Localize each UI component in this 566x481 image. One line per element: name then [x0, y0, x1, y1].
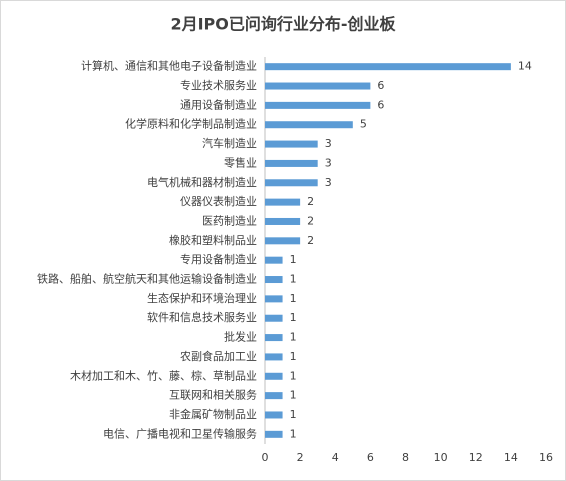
bar	[265, 121, 353, 129]
chart-title: 2月IPO已问询行业分布-创业板	[170, 15, 396, 34]
data-label: 1	[290, 253, 297, 266]
x-tick-label: 4	[332, 451, 339, 464]
bar	[265, 237, 301, 245]
data-label: 2	[307, 214, 314, 227]
y-tick-label: 生态保护和环境治理业	[147, 291, 257, 305]
bar	[265, 217, 301, 225]
bar	[265, 430, 283, 438]
data-label: 3	[325, 137, 332, 150]
y-tick-label: 铁路、船舶、航空航天和其他运输设备制造业	[37, 272, 257, 286]
bar	[265, 256, 283, 264]
data-label: 2	[307, 234, 314, 247]
y-tick-label: 计算机、通信和其他电子设备制造业	[81, 59, 257, 73]
data-label: 14	[518, 60, 532, 73]
bar	[265, 140, 318, 148]
bar	[265, 314, 283, 322]
bar	[265, 159, 318, 167]
data-label: 1	[290, 427, 297, 440]
data-label: 1	[290, 331, 297, 344]
y-tick-label: 木材加工和木、竹、藤、棕、草制品业	[70, 368, 257, 382]
x-tick-label: 14	[504, 451, 518, 464]
y-tick-label: 零售业	[224, 155, 257, 169]
x-tick-label: 8	[402, 451, 409, 464]
data-label: 1	[290, 273, 297, 286]
bar	[265, 411, 283, 419]
data-label: 1	[290, 350, 297, 363]
x-tick-label: 2	[297, 451, 304, 464]
y-tick-label: 互联网和相关服务	[169, 388, 257, 402]
data-label: 1	[290, 369, 297, 382]
bar	[265, 295, 283, 303]
data-label: 6	[377, 98, 384, 111]
x-tick-label: 16	[539, 451, 553, 464]
data-label: 3	[325, 176, 332, 189]
y-tick-label: 医药制造业	[202, 213, 257, 227]
y-tick-label: 农副食品加工业	[180, 349, 257, 363]
data-label: 1	[290, 292, 297, 305]
y-tick-label: 批发业	[224, 330, 257, 344]
y-tick-label: 汽车制造业	[202, 136, 257, 150]
bar	[265, 334, 283, 342]
y-tick-label: 电气机械和器材制造业	[147, 175, 257, 189]
data-label: 2	[307, 195, 314, 208]
y-tick-label: 专业技术服务业	[180, 78, 257, 92]
y-tick-label: 橡胶和塑料制品业	[169, 233, 257, 247]
y-tick-label: 软件和信息技术服务业	[147, 310, 257, 324]
data-label: 3	[325, 156, 332, 169]
data-label: 1	[290, 311, 297, 324]
bar	[265, 63, 511, 71]
y-tick-label: 非金属矿物制品业	[169, 407, 257, 421]
data-label: 1	[290, 389, 297, 402]
bar	[265, 82, 371, 90]
x-tick-label: 12	[469, 451, 483, 464]
bar	[265, 353, 283, 361]
y-tick-label: 通用设备制造业	[180, 97, 257, 111]
x-tick-label: 6	[367, 451, 374, 464]
bar	[265, 276, 283, 284]
y-tick-label: 仪器仪表制造业	[180, 194, 257, 208]
data-label: 5	[360, 118, 367, 131]
y-tick-label: 化学原料和化学制品制造业	[125, 117, 257, 131]
data-label: 6	[377, 79, 384, 92]
bar	[265, 179, 318, 187]
bar	[265, 392, 283, 400]
bar	[265, 372, 283, 380]
data-label: 1	[290, 408, 297, 421]
y-tick-label: 专用设备制造业	[180, 252, 257, 266]
bar	[265, 101, 371, 109]
bar	[265, 198, 301, 206]
y-tick-label: 电信、广播电视和卫星传输服务	[103, 426, 257, 440]
x-tick-label: 0	[262, 451, 269, 464]
x-tick-label: 10	[434, 451, 448, 464]
